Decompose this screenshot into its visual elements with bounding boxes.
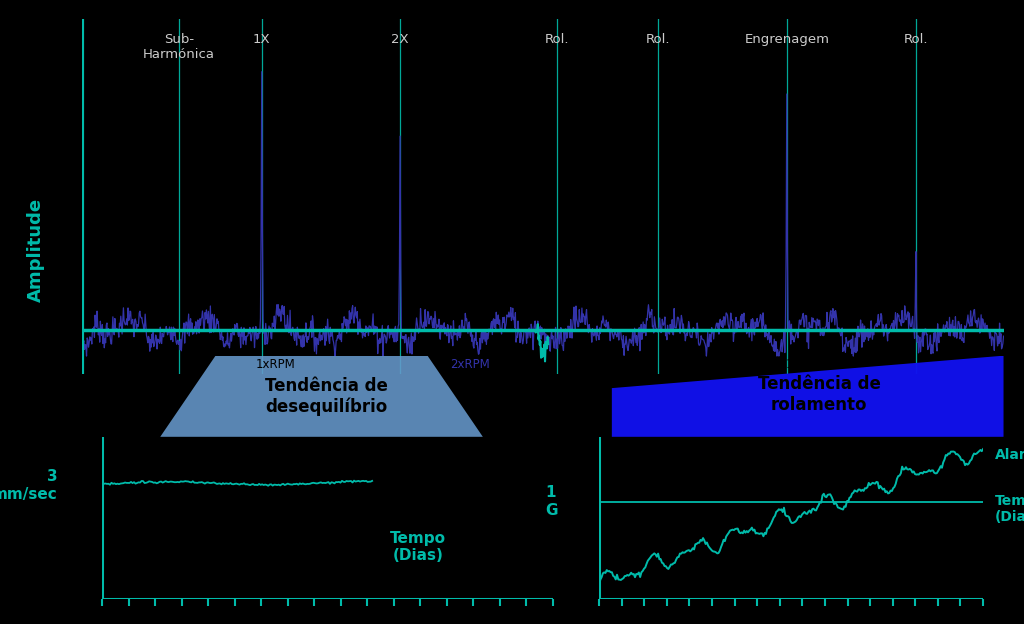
Text: Tempo
(Dias): Tempo (Dias)	[994, 494, 1024, 524]
Text: Engrenagem: Engrenagem	[744, 33, 829, 46]
Text: Tempo
(Dias): Tempo (Dias)	[390, 531, 445, 563]
Text: Sub-
Harmónica: Sub- Harmónica	[142, 33, 215, 61]
Text: Tendência de
desequilíbrio: Tendência de desequilíbrio	[265, 376, 387, 416]
Text: Rol.: Rol.	[646, 33, 670, 46]
Text: 2xRPM: 2xRPM	[451, 358, 490, 371]
Text: 10-20xRPM: 10-20xRPM	[786, 358, 852, 371]
Text: Tendência de
rolamento: Tendência de rolamento	[758, 375, 881, 414]
Text: Alarme: Alarme	[994, 448, 1024, 462]
Text: Rol.: Rol.	[904, 33, 928, 46]
Polygon shape	[611, 356, 1004, 437]
Text: 1X: 1X	[253, 33, 270, 46]
Text: Amplitude: Amplitude	[27, 198, 45, 302]
Text: 1
G: 1 G	[545, 485, 558, 518]
Text: 2X: 2X	[391, 33, 409, 46]
Text: Rol.: Rol.	[545, 33, 568, 46]
Polygon shape	[161, 356, 483, 437]
Text: 1xRPM: 1xRPM	[256, 358, 295, 371]
Text: 3
mm/sec: 3 mm/sec	[0, 469, 57, 502]
